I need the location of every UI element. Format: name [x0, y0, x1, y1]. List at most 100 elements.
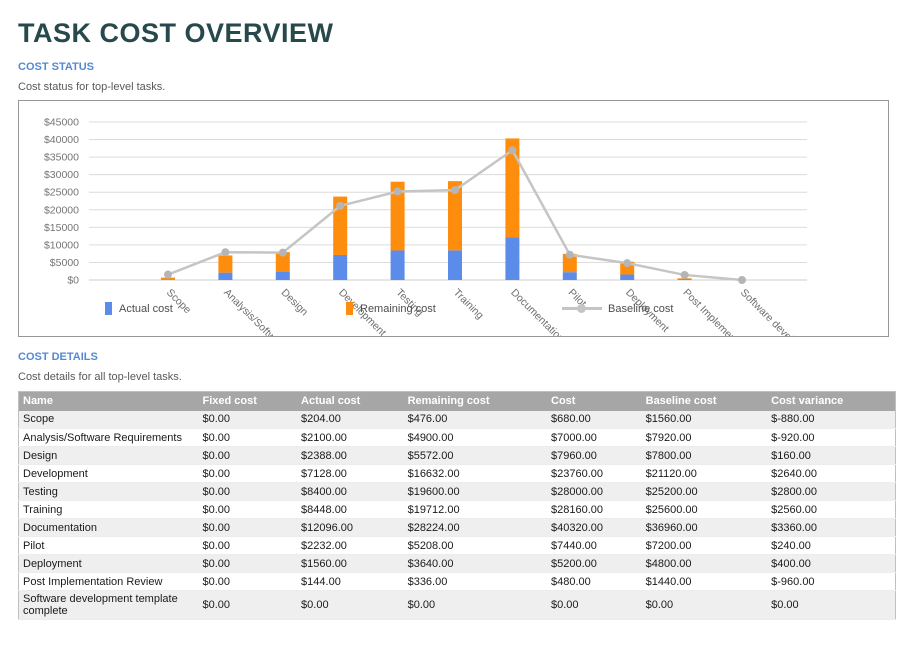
table-cell: $0.00: [198, 482, 298, 501]
table-cell: $-960.00: [767, 572, 896, 591]
table-cell: $7200.00: [641, 536, 768, 555]
table-cell: $5200.00: [547, 554, 642, 573]
y-axis-label: $15000: [44, 222, 79, 234]
table-cell: $3640.00: [403, 554, 547, 573]
table-cell: $16632.00: [403, 464, 547, 483]
legend-item-remaining-cost: Remaining cost: [346, 302, 436, 315]
table-cell: $476.00: [403, 410, 547, 429]
table-cell: $0.00: [198, 428, 298, 447]
legend-label-remaining-cost: Remaining cost: [360, 302, 436, 315]
table-cell: $7800.00: [641, 446, 768, 465]
table-cell: $204.00: [297, 410, 404, 429]
y-axis-label: $25000: [44, 187, 79, 199]
table-cell: $0.00: [198, 590, 298, 620]
table-cell: $0.00: [198, 554, 298, 573]
baseline-cost-marker: [221, 248, 230, 257]
table-cell: $144.00: [297, 572, 404, 591]
y-axis-label: $5000: [50, 257, 79, 269]
bar-actual-cost: [505, 237, 520, 280]
table-cell: $25600.00: [641, 500, 768, 519]
bar-remaining-cost: [390, 181, 405, 251]
table-cell: Pilot: [18, 536, 199, 555]
y-axis-label: $45000: [44, 117, 79, 129]
table-cell: $0.00: [198, 464, 298, 483]
cost-status-chart: $0 $5000 $10000 $15000 $20000 $25000 $30000 $35…: [44, 117, 883, 337]
bar-actual-cost: [562, 272, 577, 280]
baseline-cost-marker: [278, 248, 287, 257]
table-cell: $0.00: [767, 590, 896, 620]
bar-actual-cost: [161, 279, 175, 280]
table-row: Documentation $0.00 $12096.00 $28224.00 $403…: [18, 518, 896, 537]
y-axis-label: $40000: [44, 134, 79, 146]
table-cell: $40320.00: [547, 518, 642, 537]
y-axis-label: $0: [67, 275, 79, 287]
table-cell: Design: [18, 446, 199, 465]
table-cell: $7920.00: [641, 428, 768, 447]
legend-item-baseline-cost: Baseline cost: [562, 302, 673, 315]
table-cell: $2560.00: [767, 500, 896, 519]
table-cell: $0.00: [198, 518, 298, 537]
baseline-cost-marker: [680, 270, 689, 279]
table-cell: $25200.00: [641, 482, 768, 501]
cost-details-heading: COST DETAILS: [18, 351, 98, 363]
table-cell: $2640.00: [767, 464, 896, 483]
table-cell: $8448.00: [297, 500, 404, 519]
table-cell: $7128.00: [297, 464, 404, 483]
table-cell: $5572.00: [403, 446, 547, 465]
table-cell: $19600.00: [403, 482, 547, 501]
legend-item-actual-cost: Actual cost: [105, 302, 173, 315]
baseline-cost-marker: [164, 270, 172, 279]
bar-actual-cost: [677, 279, 692, 280]
table-cell: $-920.00: [767, 428, 896, 447]
column-header-name: Name: [18, 391, 199, 411]
table-cell: $480.00: [547, 572, 642, 591]
table-cell: $2100.00: [297, 428, 404, 447]
table-cell: Analysis/Software Requirements: [18, 428, 199, 447]
x-axis-label: Training: [451, 287, 486, 322]
bar-remaining-cost: [448, 181, 462, 251]
table-cell: Post Implementation Review: [18, 572, 199, 591]
table-cell: $0.00: [198, 572, 298, 591]
x-axis-label: Documentation: [508, 287, 567, 336]
table-cell: $1560.00: [641, 410, 768, 429]
table-cell: $0.00: [198, 536, 298, 555]
table-cell: $23760.00: [547, 464, 642, 483]
table-cell: $0.00: [547, 590, 642, 620]
bar-actual-cost: [620, 274, 635, 280]
bar-actual-cost: [275, 271, 290, 280]
table-row: Scope $0.00 $204.00 $476.00 $680.00 $1560.00 $…: [18, 410, 896, 429]
table-cell: $4800.00: [641, 554, 768, 573]
table-cell: $336.00: [403, 572, 547, 591]
table-cell: $0.00: [641, 590, 768, 620]
column-header-remaining-cost: Remaining cost: [403, 391, 547, 411]
table-cell: $0.00: [198, 500, 298, 519]
table-row: Analysis/Software Requirements $0.00 $2100…: [18, 428, 896, 447]
bar-remaining-cost: [505, 138, 520, 238]
table-cell: $8400.00: [297, 482, 404, 501]
table-row: Pilot $0.00 $2232.00 $5208.00 $7440.00 $7200.…: [18, 536, 896, 555]
baseline-cost-marker: [451, 186, 459, 195]
baseline-cost-marker: [508, 146, 517, 155]
table-cell: $0.00: [297, 590, 404, 620]
cost-details-table: Name Fixed cost Actual cost Remaining cost C…: [18, 391, 896, 620]
table-cell: $36960.00: [641, 518, 768, 537]
column-header-fixed-cost: Fixed cost: [198, 391, 298, 411]
table-cell: $240.00: [767, 536, 896, 555]
cost-status-subtitle: Cost status for top-level tasks.: [18, 81, 166, 93]
y-axis-label: $20000: [44, 204, 79, 216]
table-cell: $400.00: [767, 554, 896, 573]
bar-actual-cost: [390, 250, 405, 280]
table-cell: Testing: [18, 482, 199, 501]
table-cell: Deployment: [18, 554, 199, 573]
table-cell: $19712.00: [403, 500, 547, 519]
remaining-cost-swatch-icon: [346, 302, 353, 315]
bar-remaining-cost: [275, 252, 290, 272]
table-cell: Documentation: [18, 518, 199, 537]
legend-label-actual-cost: Actual cost: [119, 302, 173, 315]
table-header-row: Name Fixed cost Actual cost Remaining cost C…: [18, 391, 896, 411]
table-row: Software development template complete $0…: [18, 590, 896, 620]
table-cell: $1440.00: [641, 572, 768, 591]
y-axis-label: $35000: [44, 152, 79, 164]
table-cell: $160.00: [767, 446, 896, 465]
baseline-cost-marker: [565, 250, 574, 259]
